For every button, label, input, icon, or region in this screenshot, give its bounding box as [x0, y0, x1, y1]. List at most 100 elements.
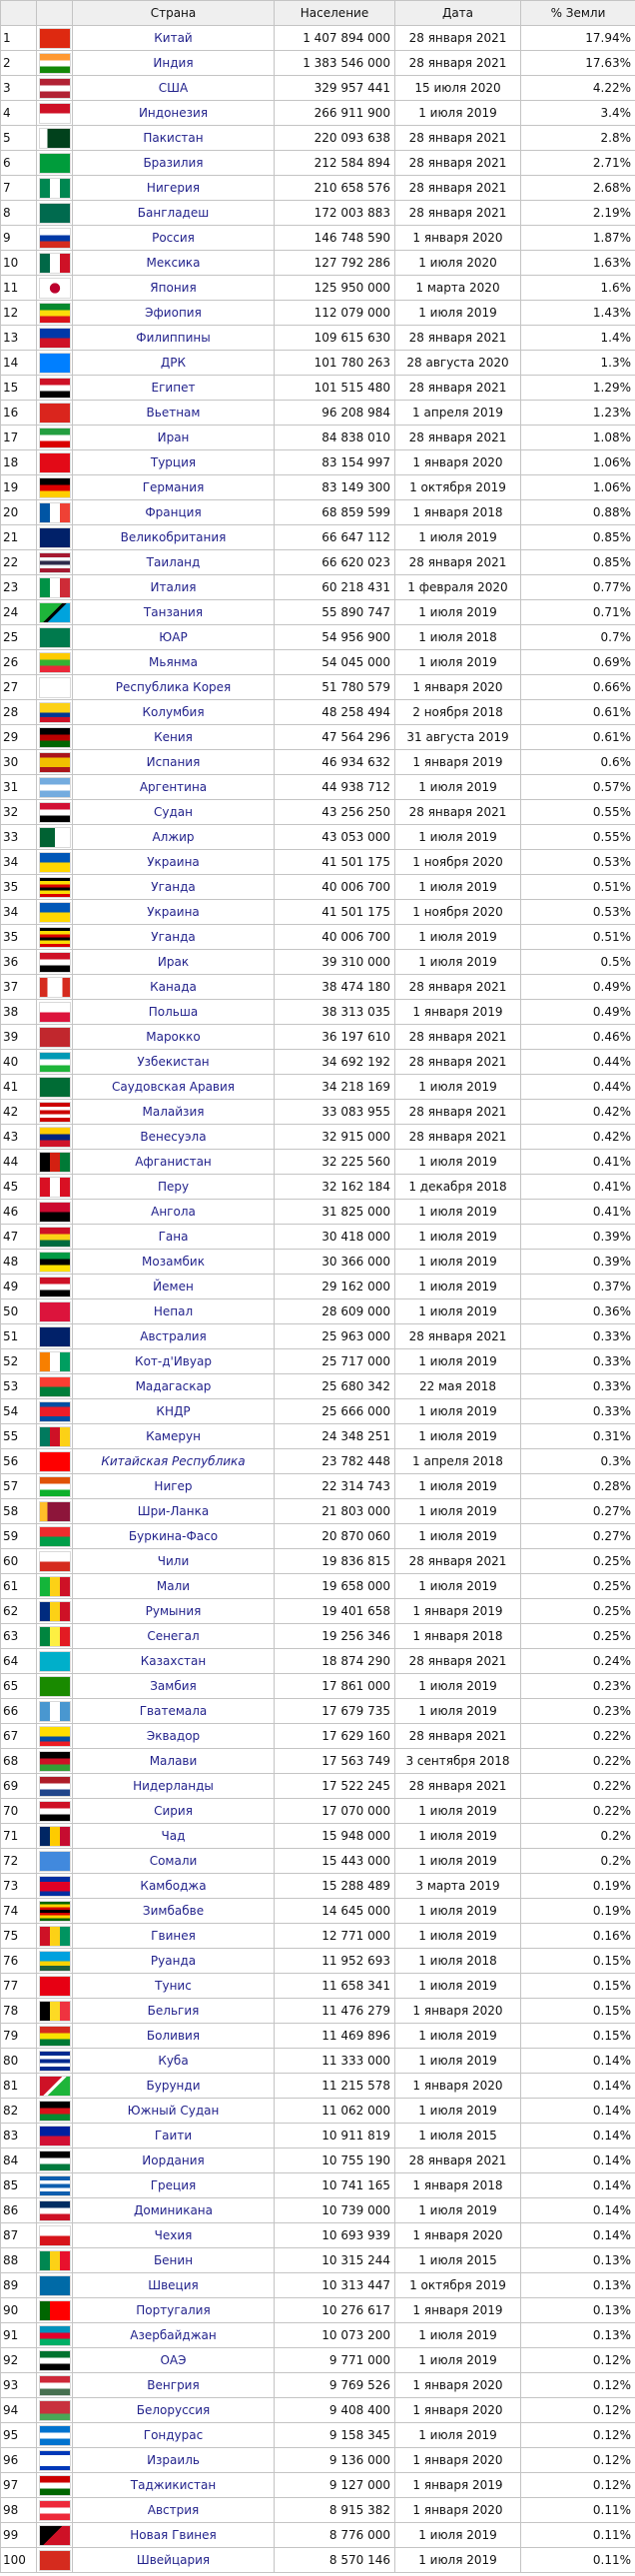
date-cell: 1 июля 2018: [394, 1948, 521, 1974]
table-row: 34 Украина 41 501 175 1 ноября 2020 0.53%: [0, 899, 635, 925]
population-cell: 10 755 190: [274, 2147, 395, 2173]
rank-cell: 38: [0, 999, 37, 1025]
flag-icon: [40, 877, 70, 897]
rank-cell: 27: [0, 674, 37, 700]
date-cell: 1 января 2019: [394, 2297, 521, 2323]
share-cell: 0.71%: [520, 599, 635, 625]
country-cell: Тунис: [72, 1973, 275, 1999]
population-cell: 25 680 342: [274, 1373, 395, 1399]
population-cell: 33 083 955: [274, 1099, 395, 1125]
flag-icon: [40, 1376, 70, 1396]
table-row: 96 Израиль 9 136 000 1 января 2020 0.12%: [0, 2447, 635, 2473]
share-cell: 0.11%: [520, 2522, 635, 2548]
share-cell: 1.29%: [520, 375, 635, 401]
flag-cell: [36, 1723, 73, 1749]
population-cell: 9 136 000: [274, 2447, 395, 2473]
flag-icon: [40, 2026, 70, 2046]
table-row: 75 Гвинея 12 771 000 1 июля 2019 0.16%: [0, 1923, 635, 1949]
share-cell: 0.66%: [520, 674, 635, 700]
country-cell: Мексика: [72, 250, 275, 276]
table-row: 89 Швеция 10 313 447 1 октября 2019 0.13%: [0, 2272, 635, 2298]
flag-icon: [40, 827, 70, 847]
flag-cell: [36, 2547, 73, 2573]
date-cell: 1 июля 2019: [394, 1423, 521, 1449]
population-cell: 10 313 447: [274, 2272, 395, 2298]
date-cell: 1 ноября 2020: [394, 899, 521, 925]
flag-cell: [36, 1923, 73, 1949]
date-cell: 1 октября 2019: [394, 2272, 521, 2298]
population-cell: 212 584 894: [274, 150, 395, 176]
country-cell: Германия: [72, 474, 275, 500]
population-cell: 10 739 000: [274, 2197, 395, 2223]
flag-icon: [40, 1077, 70, 1097]
date-cell: 28 января 2021: [394, 375, 521, 401]
population-cell: 19 658 000: [274, 1573, 395, 1599]
date-cell: 1 января 2020: [394, 225, 521, 251]
rank-cell: 77: [0, 1973, 37, 1999]
share-cell: 1.08%: [520, 425, 635, 450]
flag-cell: [36, 2397, 73, 2423]
flag-cell: [36, 2272, 73, 2298]
header-cell: [36, 0, 73, 26]
country-cell: Судан: [72, 799, 275, 825]
flag-cell: [36, 999, 73, 1025]
table-row: 52 Кот-д'Ивуар 25 717 000 1 июля 2019 0.33%: [0, 1348, 635, 1374]
table-row: 59 Буркина-Фасо 20 870 060 1 июля 2019 0.27%: [0, 1523, 635, 1549]
population-cell: 43 053 000: [274, 824, 395, 850]
share-cell: 1.63%: [520, 250, 635, 276]
flag-cell: [36, 774, 73, 800]
flag-icon: [40, 902, 70, 922]
country-cell: Чили: [72, 1548, 275, 1574]
date-cell: 28 января 2021: [394, 1024, 521, 1050]
population-cell: 41 501 175: [274, 849, 395, 875]
date-cell: 1 января 2018: [394, 2172, 521, 2198]
population-cell: 10 693 939: [274, 2222, 395, 2248]
date-cell: 28 января 2021: [394, 1723, 521, 1749]
rank-cell: 49: [0, 1274, 37, 1299]
population-cell: 25 666 000: [274, 1398, 395, 1424]
country-cell: Сенегал: [72, 1623, 275, 1649]
rank-cell: 50: [0, 1298, 37, 1324]
date-cell: 1 июля 2019: [394, 949, 521, 975]
share-cell: 0.15%: [520, 1973, 635, 1999]
flag-cell: [36, 1099, 73, 1125]
flag-cell: [36, 2123, 73, 2148]
rank-cell: 96: [0, 2447, 37, 2473]
flag-icon: [40, 2150, 70, 2170]
date-cell: 28 января 2021: [394, 799, 521, 825]
population-cell: 39 310 000: [274, 949, 395, 975]
table-row: 87 Чехия 10 693 939 1 января 2020 0.14%: [0, 2222, 635, 2248]
population-cell: 17 679 735: [274, 1698, 395, 1724]
share-cell: 0.2%: [520, 1848, 635, 1874]
rank-cell: 39: [0, 1024, 37, 1050]
share-cell: 0.39%: [520, 1249, 635, 1275]
flag-icon: [40, 1726, 70, 1746]
date-cell: 1 июля 2019: [394, 1074, 521, 1100]
country-cell: Нигер: [72, 1473, 275, 1499]
flag-icon: [40, 1401, 70, 1421]
date-cell: 1 апреля 2019: [394, 400, 521, 426]
rank-cell: 14: [0, 350, 37, 376]
flag-icon: [40, 2550, 70, 2570]
country-cell: Шри-Ланка: [72, 1498, 275, 1524]
flag-icon: [40, 952, 70, 972]
rank-cell: 95: [0, 2422, 37, 2448]
flag-cell: [36, 1224, 73, 1250]
rank-cell: 89: [0, 2272, 37, 2298]
population-cell: 9 408 400: [274, 2397, 395, 2423]
rank-cell: 90: [0, 2297, 37, 2323]
flag-cell: [36, 2497, 73, 2523]
flag-icon: [40, 2126, 70, 2146]
rank-cell: 43: [0, 1124, 37, 1150]
population-cell: 24 348 251: [274, 1423, 395, 1449]
flag-icon: [40, 652, 70, 672]
date-cell: 1 января 2020: [394, 449, 521, 475]
flag-cell: [36, 225, 73, 251]
country-cell: ОАЭ: [72, 2347, 275, 2373]
share-cell: 1.3%: [520, 350, 635, 376]
table-row: 19 Германия 83 149 300 1 октября 2019 1.06%: [0, 474, 635, 500]
table-row: 74 Зимбабве 14 645 000 1 июля 2019 0.19%: [0, 1898, 635, 1924]
country-cell: Украина: [72, 849, 275, 875]
date-cell: 28 января 2021: [394, 974, 521, 1000]
table-row: 6 Бразилия 212 584 894 28 января 2021 2.71%: [0, 150, 635, 176]
